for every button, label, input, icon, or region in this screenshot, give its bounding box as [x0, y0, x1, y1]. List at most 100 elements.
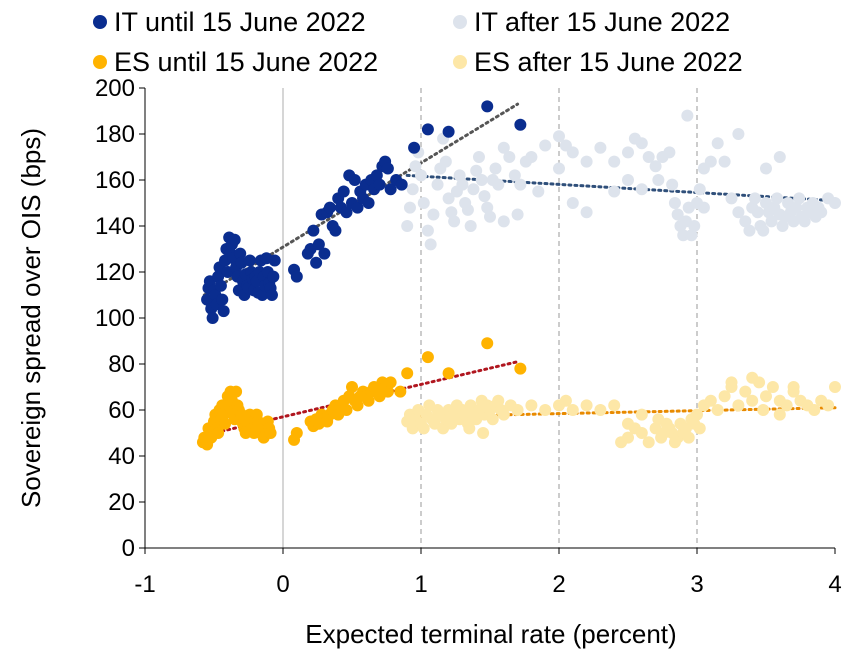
data-point — [743, 224, 756, 237]
data-point — [829, 381, 841, 393]
data-point — [448, 215, 461, 228]
y-tick-label: 0 — [122, 535, 135, 562]
data-point — [256, 289, 269, 301]
y-tick-label: 120 — [95, 259, 135, 286]
data-point — [406, 183, 419, 196]
data-point — [348, 174, 361, 186]
legend-marker — [453, 15, 467, 29]
data-point — [421, 224, 434, 237]
x-axis-ticks: -1 0 1 2 3 4 — [134, 548, 842, 598]
data-point — [264, 427, 277, 439]
data-point — [793, 192, 806, 205]
data-point — [484, 210, 496, 223]
data-point — [532, 185, 545, 198]
data-point — [508, 169, 521, 182]
data-point — [477, 427, 490, 439]
data-point — [757, 404, 770, 416]
data-point — [409, 160, 422, 173]
data-point — [456, 178, 469, 191]
data-point — [219, 417, 232, 430]
data-point — [693, 183, 706, 196]
data-point — [481, 201, 494, 214]
data-point — [622, 417, 634, 430]
data-point — [312, 238, 325, 251]
data-point — [381, 162, 394, 175]
data-point — [688, 220, 701, 232]
data-point — [732, 399, 745, 412]
data-point — [318, 247, 331, 260]
data-point — [829, 197, 841, 209]
y-tick-label: 140 — [95, 213, 135, 240]
data-point — [310, 256, 323, 269]
data-point — [553, 162, 565, 175]
data-point — [497, 215, 510, 228]
data-point — [329, 224, 342, 237]
data-point — [580, 206, 593, 219]
data-point — [486, 413, 499, 426]
data-point — [464, 220, 477, 232]
data-point — [776, 220, 789, 232]
data-point — [608, 399, 621, 412]
data-point — [351, 201, 364, 214]
data-point — [732, 128, 745, 140]
y-tick-label: 200 — [95, 75, 135, 102]
data-point — [212, 270, 225, 283]
data-point — [290, 270, 303, 283]
data-point — [681, 109, 694, 122]
data-point — [668, 197, 681, 209]
data-point — [739, 385, 752, 398]
data-point — [697, 162, 710, 175]
data-point — [492, 178, 505, 191]
data-point — [580, 399, 593, 412]
y-tick-label: 100 — [95, 305, 135, 332]
data-point — [765, 215, 778, 228]
legend-marker — [93, 55, 107, 69]
data-point — [511, 404, 524, 416]
data-point — [514, 118, 527, 131]
data-point — [594, 404, 607, 416]
plot-area — [144, 88, 835, 549]
data-point — [503, 151, 516, 163]
data-point — [635, 408, 648, 421]
data-point — [746, 394, 759, 407]
data-point — [442, 192, 455, 205]
data-point — [431, 178, 444, 191]
data-point — [773, 408, 786, 421]
data-point — [525, 399, 538, 412]
data-point — [760, 390, 772, 403]
data-point — [337, 185, 350, 198]
data-point — [787, 381, 800, 393]
data-point — [790, 201, 803, 214]
data-point — [492, 394, 505, 407]
data-point — [725, 376, 738, 389]
data-point — [677, 229, 690, 242]
data-point — [427, 208, 440, 221]
data-point — [808, 404, 821, 416]
data-point — [463, 422, 476, 435]
data-point — [525, 151, 538, 163]
data-point — [384, 183, 397, 196]
data-point — [445, 206, 458, 219]
data-point — [228, 233, 241, 246]
data-points — [196, 100, 841, 451]
legend-label: IT until 15 June 2022 — [114, 7, 366, 37]
x-tick-label: 4 — [828, 571, 841, 598]
grid-lines — [282, 88, 698, 548]
x-axis-label: Expected terminal rate (percent) — [305, 619, 676, 649]
data-point — [401, 367, 414, 380]
data-point — [566, 197, 579, 209]
data-point — [635, 183, 648, 196]
data-point — [666, 178, 679, 191]
data-point — [478, 190, 491, 203]
y-tick-label: 80 — [108, 351, 135, 378]
data-point — [553, 130, 565, 143]
data-point — [351, 399, 364, 412]
x-tick-label: -1 — [134, 571, 155, 598]
data-point — [421, 351, 434, 364]
data-point — [652, 174, 665, 186]
data-point — [718, 390, 731, 403]
data-point — [442, 125, 455, 138]
x-tick-label: 2 — [552, 571, 565, 598]
data-point — [622, 431, 634, 444]
